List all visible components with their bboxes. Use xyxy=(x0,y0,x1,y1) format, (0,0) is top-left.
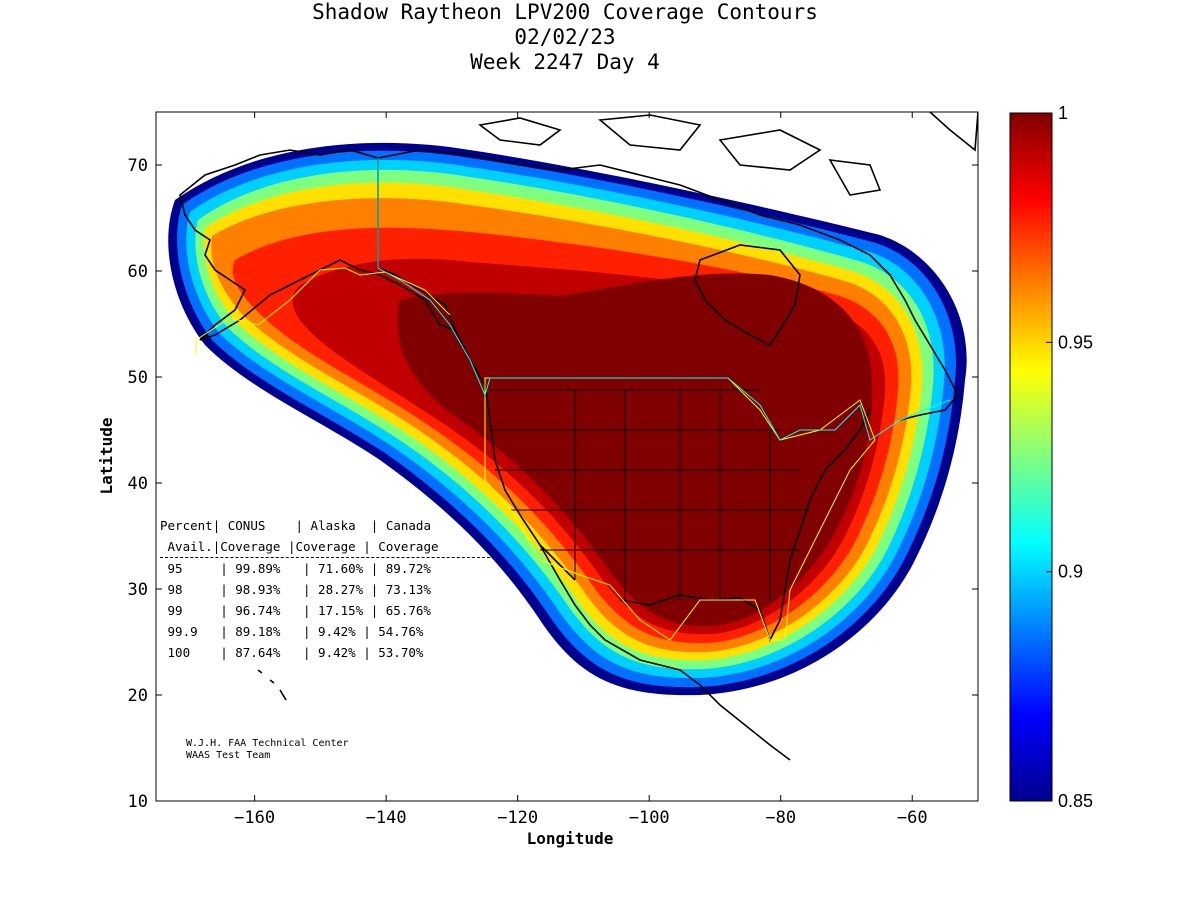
th-alaska: Alaska xyxy=(310,518,356,533)
th-alaska-cov: Coverage xyxy=(295,539,356,554)
table-row: 95 | 99.89% | 71.60% | 89.72% xyxy=(160,561,431,576)
title-line-3: Week 2247 Day 4 xyxy=(470,50,660,74)
y-tick-label: 70 xyxy=(128,156,148,176)
y-tick-label: 40 xyxy=(128,474,148,494)
alaska-fir-boundary xyxy=(195,267,451,355)
us-west-coast xyxy=(454,329,576,581)
x-tick-label: −120 xyxy=(497,808,538,828)
colorbar-tick-label: 0.9 xyxy=(1058,562,1083,582)
table-row: 100 | 87.64% | 9.42% | 53.70% xyxy=(160,645,424,660)
hawaii xyxy=(257,669,287,701)
x-tick-label: −160 xyxy=(234,808,275,828)
table-header-1: Percent| CONUS | Alaska | Canada xyxy=(160,518,431,533)
colorbar-tick-label: 0.95 xyxy=(1058,332,1093,352)
plot-frame xyxy=(155,111,979,802)
credit-line-2: WAAS Test Team xyxy=(186,750,271,761)
y-tick-label: 30 xyxy=(128,580,148,600)
fir-boundaries xyxy=(195,158,951,641)
x-axis: −160 −140 −120 −100 −80 −60 xyxy=(234,112,928,828)
colorbar-tick-label: 1 xyxy=(1058,103,1068,123)
arctic-islands xyxy=(478,114,882,196)
x-tick-label: −100 xyxy=(629,808,670,828)
colorbar-tick-label: 0.85 xyxy=(1058,791,1093,811)
colorbar xyxy=(1009,112,1053,802)
y-tick-label: 50 xyxy=(128,368,148,388)
th-conus-cov: Coverage xyxy=(220,539,281,554)
coverage-table: Percent| CONUS | Alaska | Canada Avail.|… xyxy=(160,515,490,663)
colorbar-ticks: 1 0.95 0.9 0.85 xyxy=(1046,103,1093,811)
th-canada-cov: Coverage xyxy=(378,539,439,554)
table-body: 95 | 99.89% | 71.60% | 89.72% 98 | 98.93… xyxy=(160,558,490,663)
canada-border xyxy=(377,158,951,441)
table-row: 98 | 98.93% | 28.27% | 73.13% xyxy=(160,582,431,597)
th-percent: Percent xyxy=(160,518,213,533)
y-axis-label: Latitude xyxy=(97,417,116,494)
chart-title: Shadow Raytheon LPV200 Coverage Contours… xyxy=(0,0,1130,75)
x-tick-label: −60 xyxy=(897,808,928,828)
table-row: 99 | 96.74% | 17.15% | 65.76% xyxy=(160,603,431,618)
contour-100 xyxy=(397,273,873,627)
x-axis-label: Longitude xyxy=(527,829,614,848)
baja-mexico xyxy=(539,544,791,761)
table-row: 99.9 | 89.18% | 9.42% | 54.76% xyxy=(160,624,424,639)
gulf-coast xyxy=(619,409,871,643)
th-conus: CONUS xyxy=(227,518,266,533)
x-tick-label: −80 xyxy=(765,808,796,828)
credit-line-1: W.J.H. FAA Technical Center xyxy=(186,738,349,749)
credit: W.J.H. FAA Technical Center WAAS Test Tea… xyxy=(186,738,349,762)
y-axis: 10 20 30 40 50 60 70 xyxy=(128,156,978,812)
canada-coast-north xyxy=(377,149,959,421)
x-tick-label: −140 xyxy=(366,808,407,828)
th-avail: Avail. xyxy=(167,539,213,554)
alaska-coast xyxy=(179,149,457,341)
coverage-contours xyxy=(168,142,967,696)
title-line-2: 02/02/23 xyxy=(514,25,616,49)
conus-states xyxy=(490,389,810,600)
greenland xyxy=(929,112,978,152)
coastlines xyxy=(179,112,978,761)
hudson-bay xyxy=(694,244,801,347)
table-header-2: Avail.|Coverage |Coverage | Coverage xyxy=(160,536,490,558)
y-tick-label: 60 xyxy=(128,262,148,282)
y-tick-label: 20 xyxy=(128,686,148,706)
th-canada: Canada xyxy=(385,518,431,533)
conus-fir-boundary xyxy=(484,377,876,641)
title-line-1: Shadow Raytheon LPV200 Coverage Contours xyxy=(312,0,818,24)
y-tick-label: 10 xyxy=(128,792,148,812)
